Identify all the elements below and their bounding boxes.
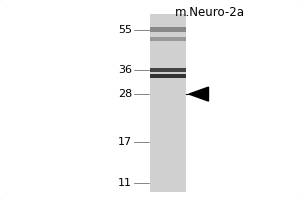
Text: 17: 17 xyxy=(118,137,132,147)
Bar xyxy=(150,68,186,72)
Text: m.Neuro-2a: m.Neuro-2a xyxy=(175,6,245,19)
Text: 11: 11 xyxy=(118,178,132,188)
Text: 55: 55 xyxy=(118,25,132,35)
Text: 36: 36 xyxy=(118,65,132,75)
Bar xyxy=(150,74,186,78)
Bar xyxy=(150,37,186,41)
Text: 28: 28 xyxy=(118,89,132,99)
Bar xyxy=(150,14,186,192)
Polygon shape xyxy=(189,87,208,101)
Bar xyxy=(150,27,186,32)
